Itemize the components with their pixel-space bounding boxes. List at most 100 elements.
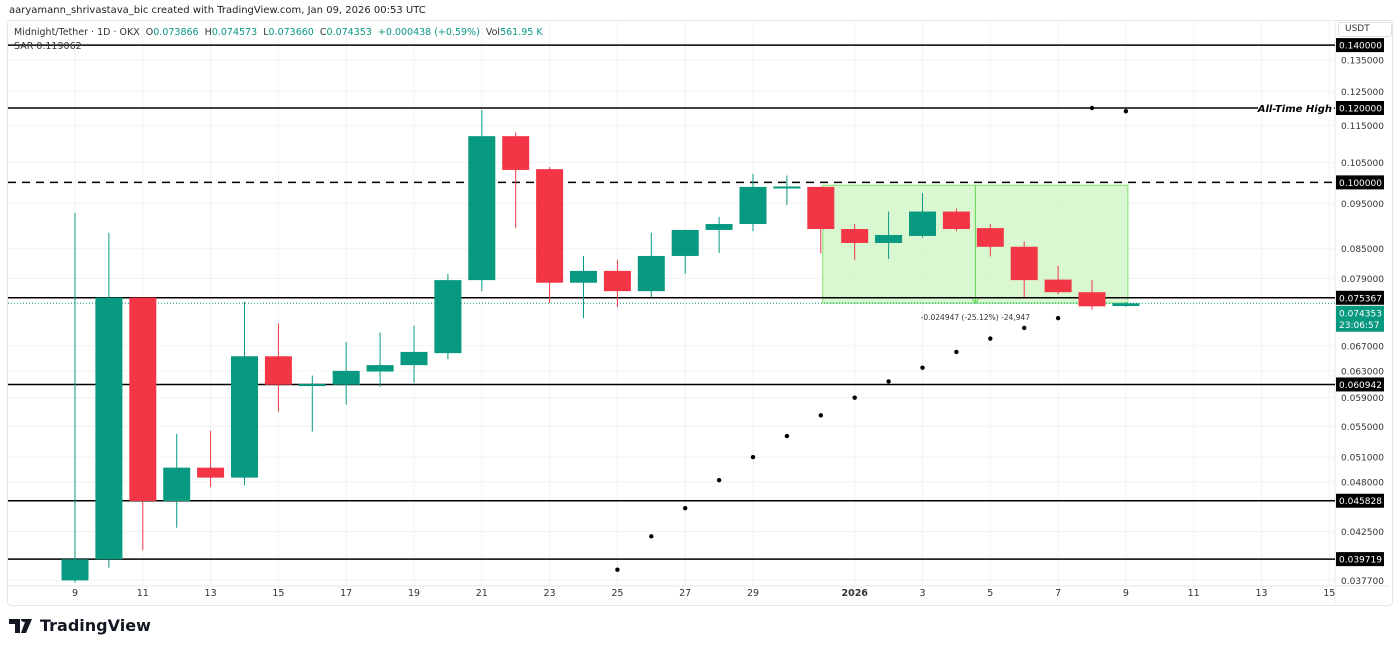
candle-body [502,136,530,170]
price-label-bg [1336,493,1384,508]
chart-frame [7,20,1393,606]
x-tick-label: 13 [205,588,217,599]
sar-dot [784,433,790,439]
candle [976,224,1004,257]
sar-dot [954,349,959,355]
y-tick-label: 0.063000 [1341,367,1384,377]
candle [400,325,428,383]
candle-body [332,370,360,385]
candle [570,255,597,319]
candle [231,301,258,486]
candle-body [875,235,903,243]
candle [366,332,394,387]
candle-body [61,559,89,581]
candle-body [705,224,733,230]
candle [163,433,191,528]
price-line-label: 0.045828 [1339,497,1382,507]
change-value: +0.000438 (+0.59%) [377,27,480,38]
candle [298,375,326,432]
candle [942,208,970,232]
x-tick-label: 9 [1123,588,1129,599]
sar-dot [1123,109,1129,114]
candle [807,186,835,254]
x-tick-label: 15 [1323,588,1335,599]
candle [61,212,89,583]
candle-body [231,356,258,478]
x-tick-label: 29 [747,588,759,599]
candle-body [536,169,564,283]
x-tick-label: 9 [72,588,78,599]
candle-body [570,270,597,283]
price-label-bg [1336,101,1384,115]
candle [332,342,360,405]
symbol-name[interactable]: Midnight/Tether · 1D · OKX [14,27,140,38]
price-line-label: 0.060942 [1339,381,1382,391]
high-value: 0.074573 [211,27,258,38]
tradingview-logo: TradingView [9,616,151,635]
candle [536,167,564,304]
candle-body [400,351,428,366]
high-label: H [204,27,212,38]
x-tick-label: 25 [611,588,623,599]
candle [1010,241,1038,298]
x-tick-label: 11 [1188,588,1200,599]
sar-dot [716,477,722,483]
candle [773,175,801,206]
y-tick-label: 0.095000 [1341,200,1384,210]
candle-body [603,270,631,292]
candle [875,211,903,259]
candle-body [1078,292,1106,307]
y-tick-label: 0.042500 [1341,528,1384,538]
candle [705,216,733,254]
measure-label: -0.024947 (-25.12%) -24,947 [921,313,1031,322]
y-tick-label: 0.079000 [1341,275,1384,285]
price-line-label: 0.100000 [1339,179,1382,189]
candle [909,193,936,238]
candle-body [1010,246,1038,281]
price-line-label: 0.120000 [1339,105,1382,115]
candle-body [298,384,326,387]
candle-body [807,186,835,230]
x-tick-label: 5 [987,588,993,599]
price-label-bg [1336,552,1384,567]
price-line-label: 0.039719 [1339,556,1382,566]
x-tick-label: 19 [408,588,420,599]
candle-body [942,211,970,230]
close-value: 0.074353 [326,27,372,38]
sar-dot [988,336,993,341]
candle-body [1112,303,1140,306]
candle-body [197,467,225,478]
candle [95,232,123,568]
chart-credit: aaryamann_shrivastava_bic created with T… [9,5,426,16]
x-tick-label: 27 [679,588,691,599]
x-tick-label: 15 [272,588,284,599]
candle-body [976,228,1004,247]
volume-value: 561.95 K [500,27,543,38]
sar-legend[interactable]: SAR 0.119062 [14,41,82,52]
candle-body [773,186,801,189]
all-time-high-label: All-Time High [1257,104,1332,115]
sar-dot [1021,325,1027,331]
candle [1044,265,1072,295]
candle-body [468,136,496,281]
candle [1078,280,1106,310]
currency-button[interactable]: USDT [1338,22,1392,37]
sar-dot [818,413,823,418]
candle-body [163,467,191,501]
candle-body [366,365,394,372]
sar-dot [920,365,925,370]
open-label: O [145,27,154,38]
y-tick-label: 0.085000 [1341,245,1384,255]
price-label-bg [1336,38,1384,53]
sar-dot [886,379,891,384]
candle-body [1044,279,1072,293]
volume-label: Vol [485,27,501,38]
current-price-badge [1336,305,1384,332]
low-label: L [263,27,269,38]
candle-body [909,211,936,236]
candle-body [841,229,869,243]
x-tick-label: 21 [476,588,488,599]
x-tick-label: 17 [340,588,352,599]
candle [739,173,767,232]
